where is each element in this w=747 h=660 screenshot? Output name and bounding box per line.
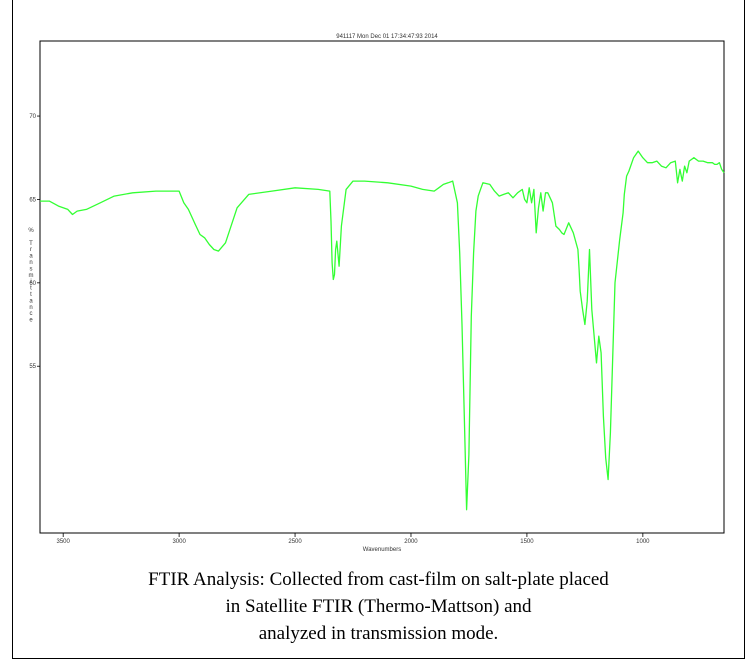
chart-title: 941117 Mon Dec 01 17:34:47:93 2014 xyxy=(336,34,438,40)
y-tick-label: 60 xyxy=(29,281,36,287)
ftir-chart: 941117 Mon Dec 01 17:34:47:93 2014 3500 3… xyxy=(28,34,725,553)
figure-frame xyxy=(12,0,745,659)
caption-line-1: FTIR Analysis: Collected from cast-film … xyxy=(148,569,609,590)
x-tick-label: 1000 xyxy=(636,539,650,545)
x-tick-label: 2500 xyxy=(288,539,302,545)
spectrum-line xyxy=(40,150,725,511)
y-tick-label: 65 xyxy=(29,197,36,203)
caption-line-2: in Satellite FTIR (Thermo-Mattson) and xyxy=(225,596,532,617)
series-group xyxy=(40,150,725,511)
y-axis: 70 65 60 55 xyxy=(29,114,40,370)
y-tick-label: 70 xyxy=(29,114,36,120)
x-tick-label: 2000 xyxy=(404,539,418,545)
plot-area xyxy=(39,40,725,534)
x-tick-label: 3000 xyxy=(172,539,186,545)
caption-line-3: analyzed in transmission mode. xyxy=(258,623,499,644)
x-tick-label: 3500 xyxy=(57,539,71,545)
y-tick-label: 55 xyxy=(29,364,36,370)
figure-caption: FTIR Analysis: Collected from cast-film … xyxy=(12,566,745,647)
x-tick-label: 1500 xyxy=(520,539,534,545)
x-axis: 3500 3000 2500 2000 1500 1000 xyxy=(57,533,650,545)
x-axis-label: Wavenumbers xyxy=(363,547,401,553)
